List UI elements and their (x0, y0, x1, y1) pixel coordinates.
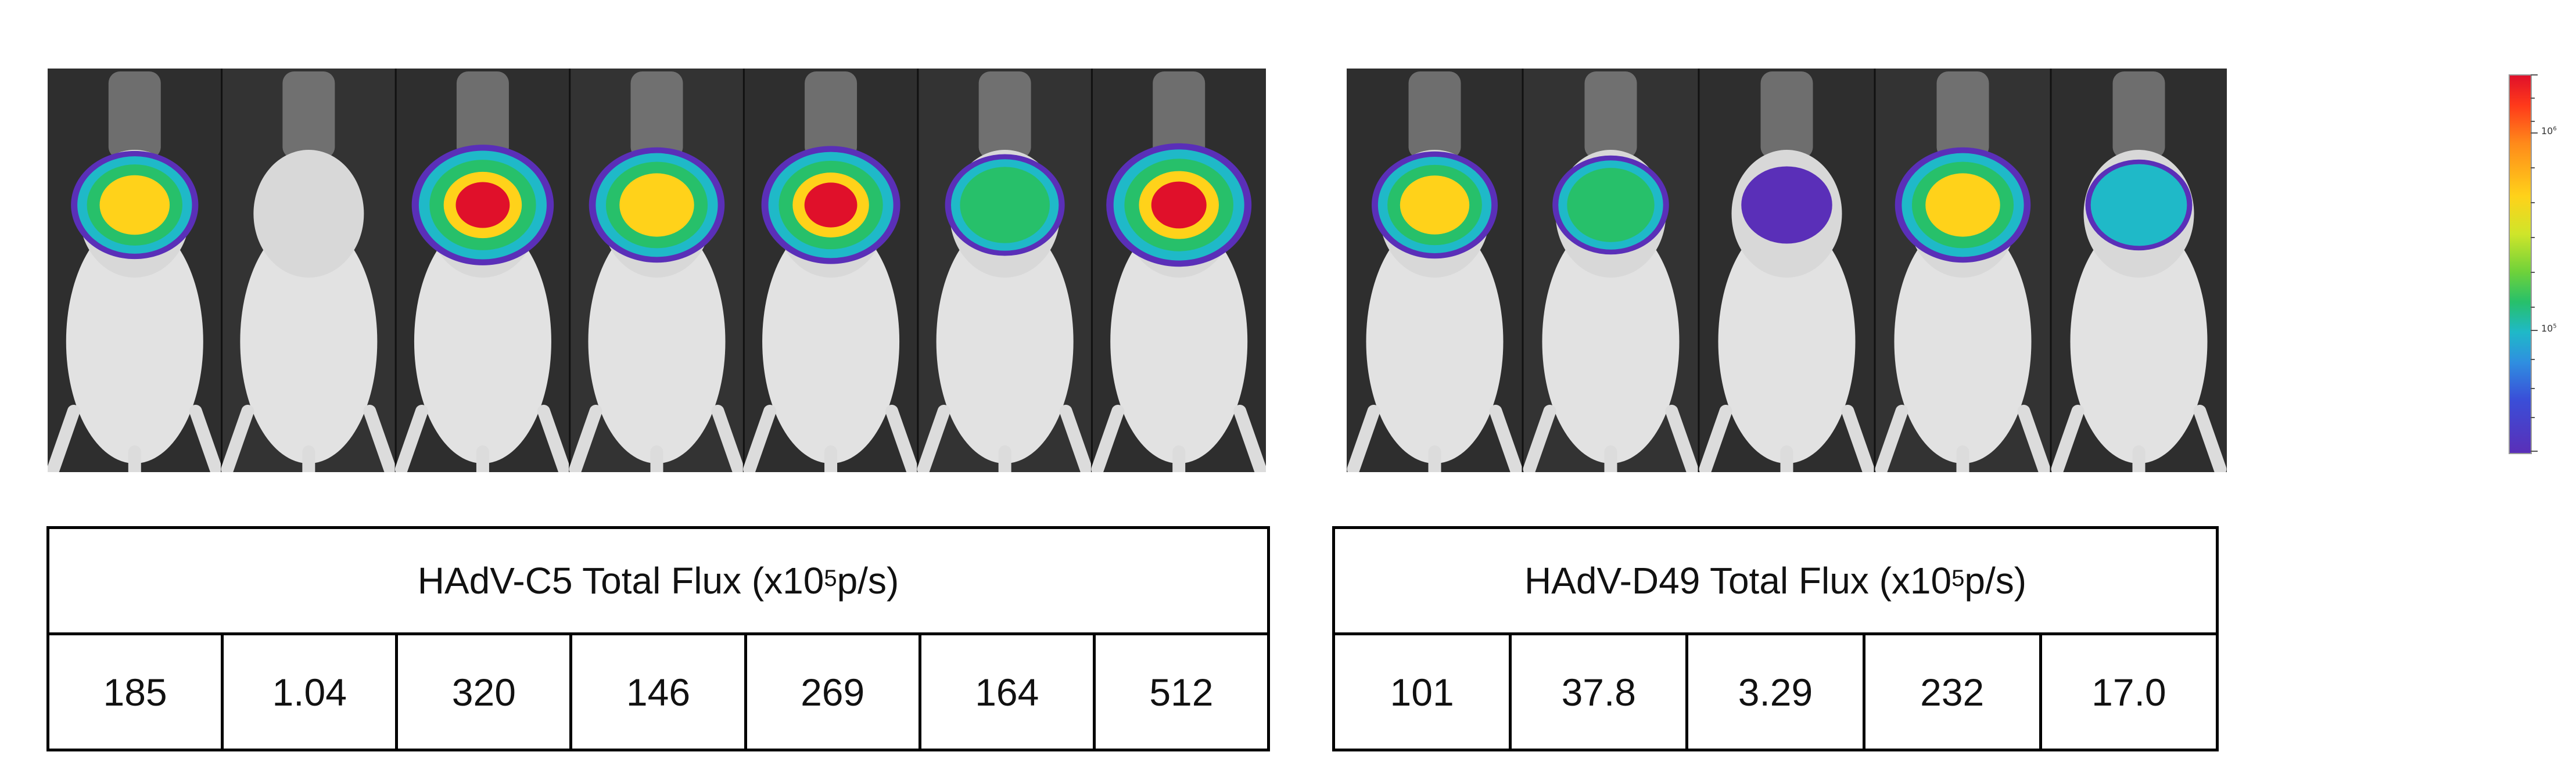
c5-value-cell: 512 (1149, 670, 1214, 714)
color-scale-tick (2531, 272, 2535, 273)
luminescence-signal (411, 145, 554, 265)
color-scale-tick (2531, 202, 2535, 203)
color-scale-tick (2531, 167, 2535, 168)
c5-value-cell: 1.04 (224, 635, 399, 749)
luminescence-signal (1106, 143, 1252, 267)
c5-values-row: 185 1.04 320 146 269 164 512 (49, 635, 1267, 749)
color-scale-label-upper: 106 (2541, 125, 2557, 136)
c5-value-cell: 164 (921, 635, 1096, 749)
color-scale-label-lower: 105 (2541, 323, 2557, 334)
color-scale-tick (2531, 359, 2535, 360)
luminescence-signal (1552, 155, 1669, 255)
c5-value-cell: 146 (572, 635, 747, 749)
color-scale-tick (2531, 330, 2538, 331)
d49-bioluminescence-image (1347, 69, 2227, 472)
luminescence-signal (945, 154, 1065, 256)
c5-mouse-image-strip (48, 69, 1266, 472)
c5-total-flux-table: HAdV-C5 Total Flux (x10 5 p/s) 185 1.04 3… (46, 526, 1270, 751)
color-scale-tick (2531, 132, 2538, 134)
mouse-image (1522, 69, 1699, 472)
c5-bioluminescence-image (48, 69, 1266, 472)
d49-table-title: HAdV-D49 Total Flux (x10 5 p/s) (1335, 529, 2216, 635)
d49-value-cell: 3.29 (1688, 635, 1865, 749)
d49-mouse-image-strip (1347, 69, 2227, 472)
mouse-image (48, 69, 223, 472)
c5-value-cell: 185 (49, 635, 224, 749)
color-scale-tick (2531, 417, 2535, 418)
color-scale-tick (2531, 74, 2538, 75)
mouse-image (1090, 69, 1266, 472)
luminescence-signal (1372, 151, 1498, 259)
color-scale-tick (2531, 451, 2538, 452)
mouse-image (569, 69, 745, 472)
mouse-image (221, 69, 397, 472)
luminescence-signal (589, 147, 725, 263)
mouse-image (1347, 69, 1523, 472)
color-scale-tick (2531, 307, 2535, 308)
luminescence-signal (1895, 147, 2031, 263)
luminescence-signal (1741, 166, 1832, 244)
mouse-image (742, 69, 919, 472)
d49-value-cell: 101 (1335, 635, 1512, 749)
mouse-image (394, 69, 571, 472)
mouse-image (917, 69, 1093, 472)
d49-values-row: 101 37.8 3.29 232 17.0 (1335, 635, 2216, 749)
color-scale-tick (2531, 388, 2535, 389)
d49-total-flux-table: HAdV-D49 Total Flux (x10 5 p/s) 101 37.8 … (1332, 526, 2219, 751)
color-scale-tick (2531, 121, 2535, 122)
c5-value-cell: 269 (747, 635, 921, 749)
d49-value-cell: 37.8 (1512, 635, 1689, 749)
mouse-image (2050, 69, 2227, 472)
luminescence-signal (761, 146, 900, 264)
d49-value-cell: 232 (1865, 635, 2042, 749)
mouse-image (1698, 69, 1875, 472)
luminescence-signal (71, 150, 199, 260)
c5-value-cell: 320 (398, 635, 573, 749)
luminescence-color-scale (2509, 74, 2532, 454)
luminescence-signal (2085, 159, 2193, 251)
d49-value-cell: 17.0 (2091, 670, 2166, 714)
color-scale-tick (2531, 237, 2535, 238)
mouse-image (1874, 69, 2051, 472)
c5-table-title: HAdV-C5 Total Flux (x10 5 p/s) (49, 529, 1267, 635)
color-scale-tick (2531, 98, 2535, 99)
color-scale-ticks: 106 105 (2531, 74, 2571, 452)
